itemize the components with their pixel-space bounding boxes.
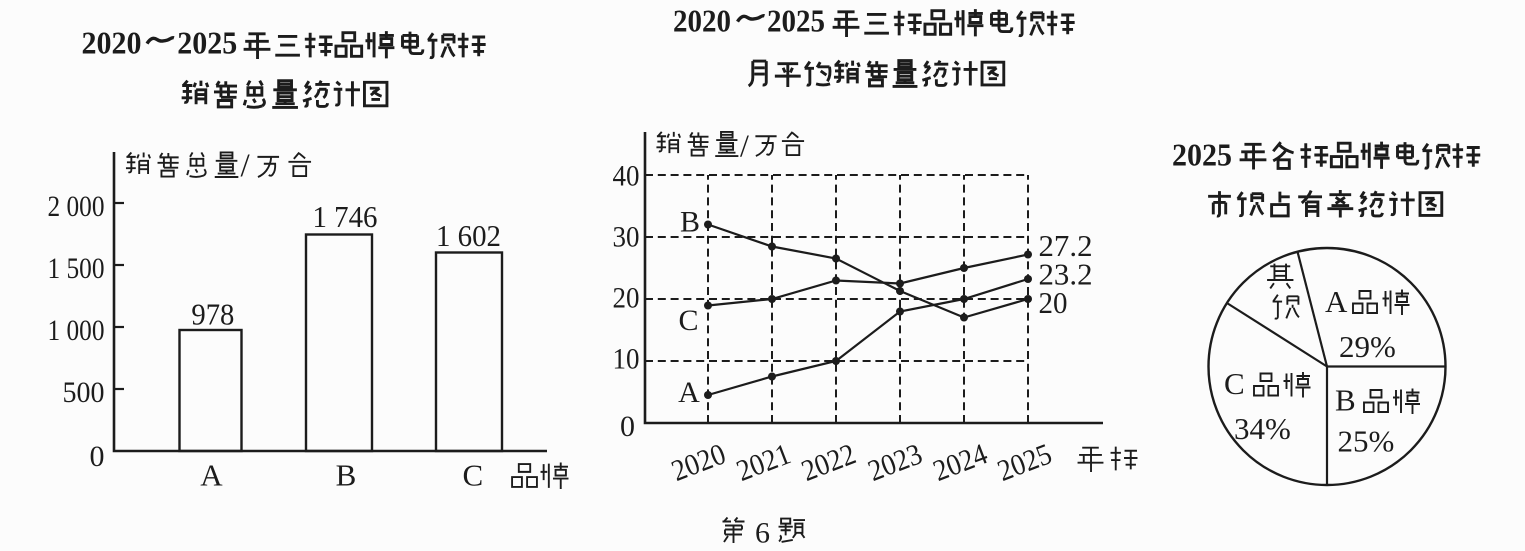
svg-text:2022: 2022 — [797, 437, 860, 488]
svg-text:29%: 29% — [1339, 329, 1396, 364]
svg-text:B: B — [1335, 383, 1356, 418]
svg-text:2024: 2024 — [929, 437, 992, 488]
svg-text:A: A — [1325, 284, 1348, 319]
svg-text:/: / — [241, 148, 251, 184]
svg-text:2023: 2023 — [864, 437, 927, 488]
svg-text:978: 978 — [191, 297, 234, 332]
svg-text:2020: 2020 — [673, 3, 731, 39]
svg-text:C: C — [462, 458, 483, 493]
svg-text:10: 10 — [613, 343, 640, 376]
svg-text:27.2: 27.2 — [1039, 228, 1093, 263]
svg-text:C: C — [678, 304, 698, 337]
svg-text:1 602: 1 602 — [436, 218, 501, 253]
svg-text:2021: 2021 — [732, 437, 795, 488]
svg-text:30: 30 — [613, 221, 640, 254]
svg-text:/: / — [740, 128, 749, 164]
svg-text:0: 0 — [620, 410, 635, 443]
svg-text:2025: 2025 — [993, 437, 1056, 488]
svg-text:2025: 2025 — [767, 3, 825, 39]
svg-text:34%: 34% — [1234, 411, 1291, 446]
svg-text:2025: 2025 — [177, 25, 237, 61]
svg-text:0: 0 — [90, 440, 105, 473]
svg-text:2020: 2020 — [82, 25, 142, 61]
svg-text:2020: 2020 — [667, 437, 730, 488]
svg-text:23.2: 23.2 — [1039, 257, 1093, 292]
svg-text:1 000: 1 000 — [48, 314, 105, 347]
svg-text:C: C — [1224, 366, 1245, 401]
svg-text:B: B — [336, 458, 357, 493]
svg-text:40: 40 — [613, 159, 640, 192]
svg-text:A: A — [678, 376, 700, 409]
svg-text:2 000: 2 000 — [48, 190, 105, 223]
svg-text:500: 500 — [63, 376, 105, 409]
svg-text:1 746: 1 746 — [313, 199, 378, 234]
svg-text:25%: 25% — [1338, 424, 1395, 459]
svg-text:20: 20 — [1039, 285, 1068, 320]
svg-text:20: 20 — [613, 282, 640, 315]
svg-text:B: B — [680, 206, 700, 239]
svg-text:2025: 2025 — [1172, 137, 1232, 173]
svg-text:A: A — [200, 458, 223, 493]
svg-text:6: 6 — [755, 517, 770, 550]
svg-text:1 500: 1 500 — [48, 252, 105, 285]
